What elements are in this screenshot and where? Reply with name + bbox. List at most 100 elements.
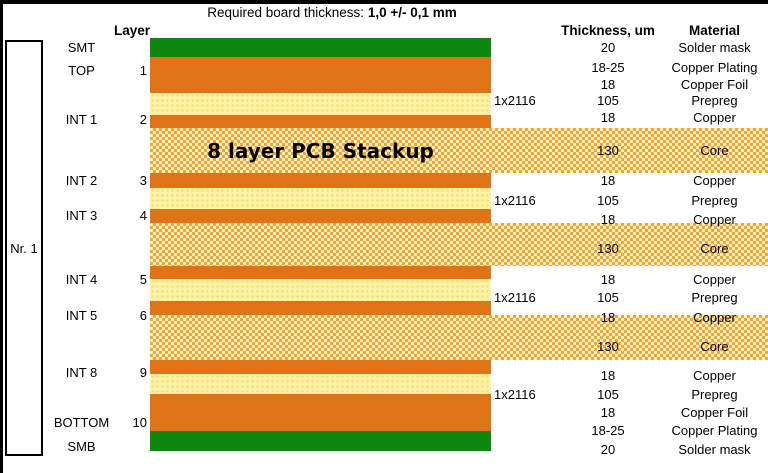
table-row: 105 Prepreg (0, 93, 768, 109)
band-prepreg-3 (150, 279, 491, 301)
required-thickness-value: 1,0 +/- 0,1 mm (367, 5, 457, 20)
table-row: 18 Copper (0, 310, 768, 326)
thickness-value: 130 (597, 143, 619, 158)
band-int2-copper (150, 173, 491, 188)
layer-number-int5: 6 (139, 308, 147, 323)
thickness-value: 18 (600, 368, 616, 383)
table-row: 18 Copper (0, 368, 768, 384)
column-header-thickness: Thickness, um (561, 23, 655, 38)
table-row: 105 Prepreg (0, 387, 768, 403)
table-row: 105 Prepreg (0, 290, 768, 306)
thickness-value: 105 (597, 193, 619, 208)
band-bottom-copper (150, 394, 491, 431)
band-int8-copper (150, 360, 491, 374)
thickness-value: 18-25 (591, 423, 625, 438)
table-row: 18-25 Copper Plating (0, 60, 768, 76)
prepreg-type-label: 1x2116 (494, 387, 536, 402)
layer-label-int5: INT 5 (65, 308, 98, 323)
layer-label-int4: INT 4 (65, 272, 98, 287)
layer-number-int4: 5 (139, 272, 147, 287)
layer-label-top: TOP (68, 63, 95, 78)
thickness-value: 18 (600, 77, 616, 92)
band-prepreg-4 (150, 374, 491, 394)
table-row: 18 Copper Foil (0, 77, 768, 93)
material-value: Copper (693, 173, 736, 188)
band-core-3 (150, 315, 768, 360)
band-core-1 (150, 128, 768, 173)
thickness-value: 18 (600, 173, 616, 188)
table-row: 18 Copper (0, 173, 768, 189)
material-value: Prepreg (691, 93, 738, 108)
band-int5-copper (150, 301, 491, 315)
table-row: 105 Prepreg (0, 193, 768, 209)
band-top-copper (150, 57, 491, 93)
band-int1-copper (150, 115, 491, 128)
table-row: 20 Solder mask (0, 442, 768, 458)
material-value: Prepreg (691, 193, 738, 208)
thickness-value: 130 (597, 339, 619, 354)
board-number-label: Nr. 1 (10, 240, 38, 256)
table-row: 18 Copper (0, 272, 768, 288)
left-border-line (0, 0, 3, 473)
layer-number-int3: 4 (139, 208, 147, 223)
material-value: Copper Plating (671, 60, 758, 75)
material-value: Solder mask (678, 442, 751, 457)
table-row: 130 Core (0, 339, 768, 355)
required-thickness-label: Required board thickness: (207, 5, 365, 20)
top-border-line (0, 0, 768, 4)
table-row: 18 Copper Foil (0, 405, 768, 421)
column-header-layer: Layer (113, 23, 151, 38)
board-number-box: Nr. 1 (5, 40, 43, 456)
thickness-value: 18 (600, 110, 616, 125)
table-row: 18-25 Copper Plating (0, 423, 768, 439)
thickness-value: 18 (600, 310, 616, 325)
thickness-value: 18-25 (591, 60, 625, 75)
layer-label-bottom: BOTTOM (53, 415, 110, 430)
material-value: Copper (693, 212, 736, 227)
material-value: Copper (693, 110, 736, 125)
material-value: Prepreg (691, 387, 738, 402)
material-value: Copper (693, 368, 736, 383)
required-thickness-header: Required board thickness: 1,0 +/- 0,1 mm (32, 4, 632, 21)
material-value: Core (700, 143, 729, 158)
stackup-title: 8 layer PCB Stackup (207, 139, 434, 163)
table-row: 20 Solder mask (0, 40, 768, 56)
layer-number-int8: 9 (139, 365, 147, 380)
layer-label-smb: SMB (67, 439, 96, 454)
material-value: Copper Foil (680, 405, 749, 420)
thickness-value: 18 (600, 272, 616, 287)
material-value: Copper Plating (671, 423, 758, 438)
table-row: 18 Copper (0, 212, 768, 228)
thickness-value: 18 (600, 405, 616, 420)
layer-number-int1: 2 (139, 112, 147, 127)
layer-label-smt: SMT (67, 40, 96, 55)
band-prepreg-1 (150, 93, 491, 115)
layer-label-int3: INT 3 (65, 208, 98, 223)
layer-label-int1: INT 1 (65, 112, 98, 127)
layer-label-int8: INT 8 (65, 365, 98, 380)
thickness-value: 20 (600, 442, 616, 457)
column-header-material: Material (688, 23, 741, 38)
band-int4-copper (150, 266, 491, 279)
thickness-value: 105 (597, 93, 619, 108)
thickness-value: 130 (597, 241, 619, 256)
material-value: Copper (693, 272, 736, 287)
band-smb-solder-mask (150, 431, 491, 451)
thickness-value: 20 (600, 40, 616, 55)
prepreg-type-label: 1x2116 (494, 193, 536, 208)
layer-number-top: 1 (139, 63, 147, 78)
thickness-value: 105 (597, 387, 619, 402)
thickness-value: 18 (600, 212, 616, 227)
material-value: Solder mask (678, 40, 751, 55)
prepreg-type-label: 1x2116 (494, 93, 536, 108)
material-value: Core (700, 241, 729, 256)
material-value: Core (700, 339, 729, 354)
band-prepreg-2 (150, 188, 491, 209)
thickness-value: 105 (597, 290, 619, 305)
table-row: 130 Core (0, 143, 768, 159)
band-smt-solder-mask (150, 38, 491, 57)
band-int3-copper (150, 209, 491, 223)
layer-number-bottom: 10 (132, 415, 147, 430)
table-row: 18 Copper (0, 110, 768, 126)
